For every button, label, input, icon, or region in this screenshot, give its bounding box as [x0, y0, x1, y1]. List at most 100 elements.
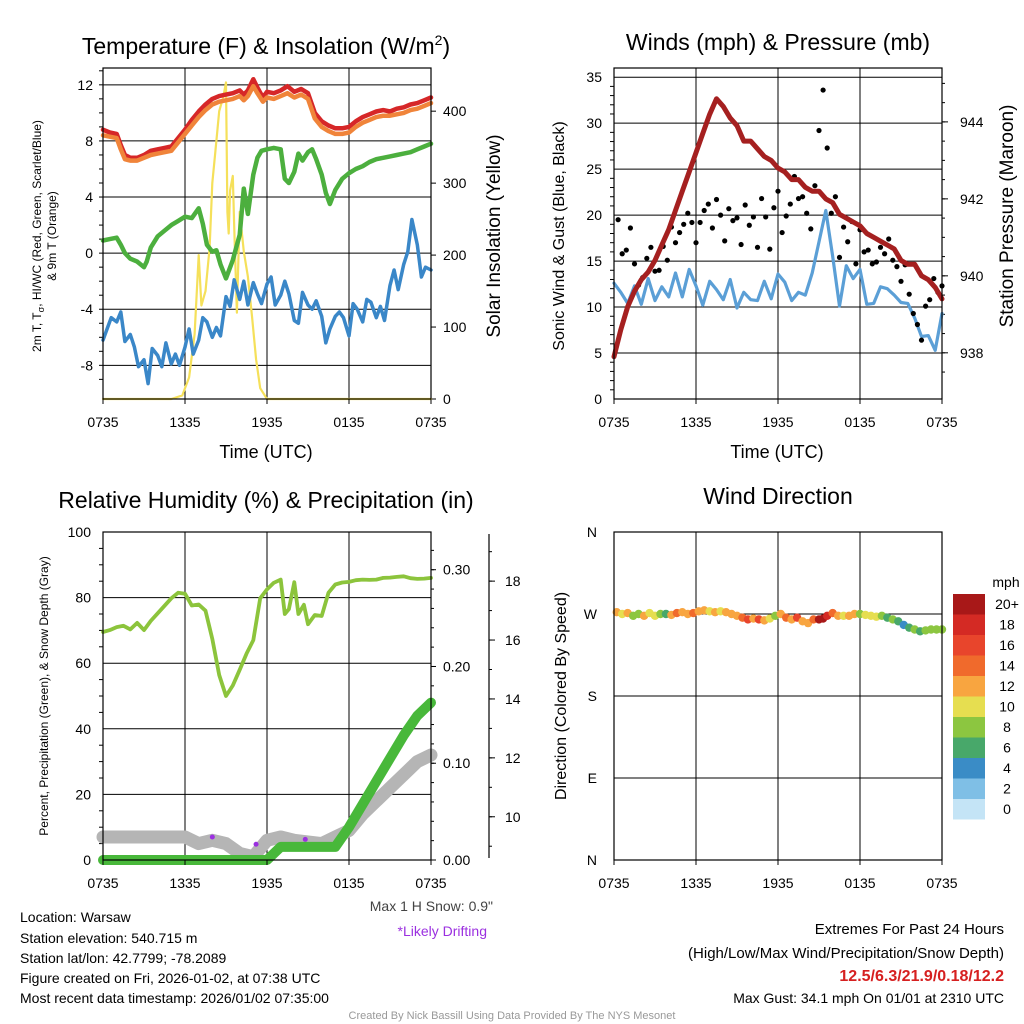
drift-mark — [253, 841, 259, 847]
pressure-ytick-label: 942 — [960, 191, 984, 207]
legend-swatch — [953, 655, 985, 676]
gust-point — [828, 210, 834, 216]
humidity-xtick-label: 0135 — [333, 875, 364, 891]
gust-point — [656, 267, 662, 273]
gust-point — [713, 196, 720, 203]
humidity-xtick-label: 1335 — [169, 875, 200, 891]
insolation-ytick-label: 0 — [443, 391, 451, 407]
winds-panel: Winds (mph) & Pressure (mb) 0 5 10 15 20 25 30… — [551, 29, 1018, 462]
pressure-ytick-label: 940 — [960, 268, 984, 284]
gust-point — [894, 264, 900, 270]
location-text: Location: Warsaw — [20, 909, 132, 925]
speed-legend-title: mph — [992, 574, 1019, 590]
temperature-title: Temperature (F) & Insolation (W/m2) — [82, 32, 450, 59]
winds-xtick-label: 0735 — [598, 414, 629, 430]
snow-tick-label: 12 — [505, 750, 521, 766]
temperature-ytick-label: -8 — [81, 357, 94, 373]
pressure-ytick-label: 944 — [960, 114, 984, 130]
gust-point — [767, 246, 773, 252]
humidity-ytick-label: 0 — [83, 852, 91, 868]
gust-point — [730, 218, 736, 224]
legend-label: 4 — [1003, 760, 1011, 776]
legend-label: 8 — [1003, 719, 1011, 735]
insolation-ylabel: Solar Insolation (Yellow) — [484, 134, 505, 337]
legend-label: 0 — [1003, 801, 1011, 817]
direction-ytick-label: N — [587, 852, 597, 868]
legend-swatch — [953, 614, 985, 635]
dew-point-line — [100, 141, 434, 281]
gust-point — [672, 240, 679, 246]
gust-point — [689, 219, 695, 226]
gust-point — [808, 226, 814, 232]
gust-point — [816, 127, 822, 134]
insolation-ytick-label: 300 — [443, 175, 467, 191]
direction-title: Wind Direction — [703, 483, 853, 509]
gust-point — [754, 244, 761, 250]
gust-point — [746, 222, 752, 228]
temperature-ylabel-line1: 2m T, Tσ, HI/WC (Red, Green, Scarlet/Blu… — [30, 120, 46, 352]
pressure-ylabel: Station Pressure (Maroon) — [997, 105, 1018, 328]
humidity-ytick-label: 40 — [75, 721, 91, 737]
humidity-panel: Relative Humidity (%) & Precipitation (i… — [37, 487, 521, 939]
direction-xtick-label: 0735 — [598, 875, 629, 891]
gust-point — [865, 247, 871, 253]
gust-point — [693, 240, 699, 246]
temperature-panel: Temperature (F) & Insolation (W/m2) -8 -4… — [30, 32, 505, 462]
humidity-xtick-label: 1935 — [251, 875, 282, 891]
gust-point — [906, 291, 912, 297]
legend-label: 20+ — [995, 596, 1019, 612]
snow-tick-label: 10 — [505, 809, 521, 825]
humidity-ylabel: Percent, Precipitation (Green), & Snow D… — [37, 556, 51, 835]
pressure-ytick-label: 938 — [960, 345, 984, 361]
gust-point — [648, 244, 654, 250]
gust-point — [697, 219, 703, 226]
credit-text: Created By Nick Bassill Using Data Provi… — [349, 1010, 676, 1022]
temperature-xlabel: Time (UTC) — [219, 442, 312, 462]
gust-point — [734, 215, 740, 221]
gust-point — [869, 261, 875, 267]
winds-xtick-label: 1935 — [762, 414, 793, 430]
gust-point — [783, 213, 789, 219]
gust-point — [800, 194, 806, 200]
gust-point — [681, 221, 687, 227]
gust-point — [910, 310, 916, 317]
humidity-ytick-label: 20 — [75, 786, 91, 802]
extremes-title: Extremes For Past 24 Hours — [815, 921, 1004, 938]
legend-label: 18 — [999, 617, 1015, 633]
drift-label: *Likely Drifting — [398, 923, 487, 939]
precip-tick-label: 0.30 — [443, 562, 470, 578]
gust-point — [804, 210, 810, 216]
temperature-xtick-label: 0735 — [87, 414, 118, 430]
relative-humidity-line — [101, 574, 433, 698]
insolation-ytick-label: 400 — [443, 103, 467, 119]
direction-ytick-label: W — [584, 606, 598, 622]
gust-point — [898, 278, 904, 284]
winds-xtick-label: 0735 — [926, 414, 957, 430]
winds-ytick-label: 20 — [586, 207, 602, 223]
gust-point — [709, 225, 716, 231]
pressure-line — [611, 96, 945, 360]
gust-point — [652, 268, 658, 274]
gust-point — [750, 214, 757, 220]
drift-mark — [302, 836, 308, 842]
humidity-ytick-label: 60 — [75, 655, 91, 671]
gust-point — [861, 249, 867, 255]
gust-point — [923, 303, 929, 309]
gust-point — [742, 202, 748, 208]
gust-point — [832, 194, 839, 200]
gust-point — [644, 255, 650, 261]
gust-point — [631, 261, 638, 267]
winds-ytick-label: 35 — [586, 69, 602, 85]
temperature-plot-area: -8 -4 0 4 8 12 0 100 200 300 400 0735 1335 1935 0135 07… — [77, 67, 467, 430]
gust-point — [615, 217, 621, 223]
gust-point — [914, 321, 921, 328]
winds-ytick-label: 15 — [586, 253, 602, 269]
temperature-xtick-label: 1935 — [251, 414, 282, 430]
extremes-values: 12.5/6.3/21.9/0.18/12.2 — [839, 968, 1004, 985]
gust-point — [824, 145, 830, 151]
winds-ytick-label: 10 — [586, 299, 602, 315]
drift-mark — [209, 834, 215, 840]
footer: Location: Warsaw Station elevation: 540.… — [20, 909, 1004, 1022]
